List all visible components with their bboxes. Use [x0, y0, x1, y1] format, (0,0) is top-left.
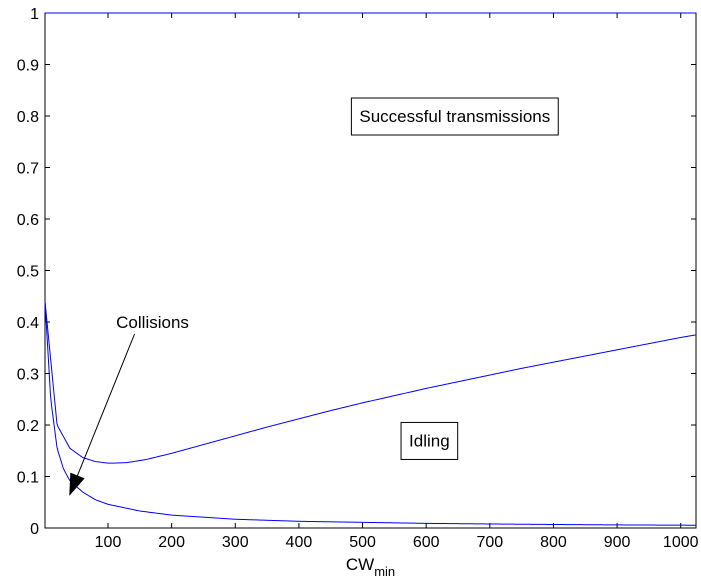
x-tick-label: 200: [158, 534, 185, 551]
x-axis-label-main: CW: [346, 555, 374, 574]
y-tick-label: 1: [30, 6, 39, 23]
y-tick-label: 0.7: [17, 161, 39, 178]
y-tick-label: 0.8: [17, 109, 39, 126]
axes: 100 200 300 400 500 600 700 800 900 1000 0 0.1 0.2 0.…: [17, 6, 699, 551]
x-tick-label: 800: [540, 534, 567, 551]
x-tick-label: 500: [349, 534, 376, 551]
y-tick-label: 0.2: [17, 418, 39, 435]
annotation-text-idling: Idling: [409, 431, 450, 450]
x-tick-label: 400: [286, 534, 313, 551]
annotation-idling: Idling: [400, 421, 459, 460]
y-tick-label: 0: [30, 521, 39, 538]
annotation-arrow-shaft: [69, 333, 136, 495]
x-axis-label-subscript: min: [374, 564, 395, 579]
y-tick-label: 0.4: [17, 315, 39, 332]
y-tick-label: 0.3: [17, 367, 39, 384]
x-tick-label: 900: [604, 534, 631, 551]
y-tick-label: 0.9: [17, 58, 39, 75]
annotation-layer: Successful transmissions Idling Collisions: [69, 97, 559, 496]
series-layer: [44, 12, 697, 526]
x-tick-label: 100: [95, 534, 122, 551]
x-tick-label: 600: [413, 534, 440, 551]
y-tick-label: 0.1: [17, 470, 39, 487]
annotation-text-collisions: Collisions: [116, 313, 189, 332]
x-axis-label: CWmin: [346, 555, 395, 579]
annotation-box-successful: [350, 97, 559, 136]
y-tick-label: 0.6: [17, 212, 39, 229]
annotation-text-successful: Successful transmissions: [359, 107, 550, 126]
annotation-box-idling: [400, 421, 459, 460]
x-tick-label: 700: [476, 534, 503, 551]
plot-area: [44, 12, 697, 529]
annotation-arrow-head: [69, 472, 85, 496]
y-tick-label: 0.5: [17, 264, 39, 281]
series-line-upper: [44, 301, 697, 464]
annotation-collisions: Collisions: [69, 313, 189, 496]
x-tick-label: 300: [222, 534, 249, 551]
x-tick-label: 1000: [663, 534, 699, 551]
annotation-successful: Successful transmissions: [350, 97, 559, 136]
series-line-lower: [44, 301, 696, 526]
